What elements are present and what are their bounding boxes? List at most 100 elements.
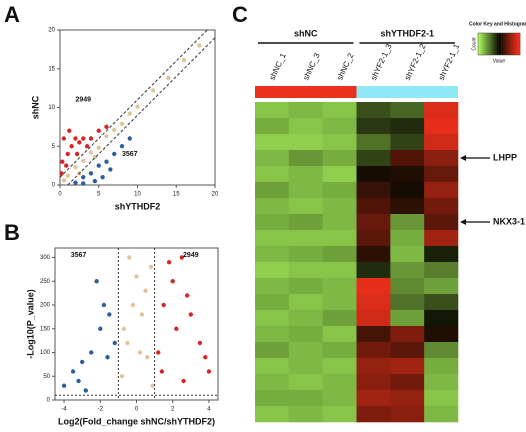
heatmap-cell	[424, 102, 459, 119]
heatmap-cell	[322, 246, 357, 263]
color-key-xlabel: Value	[493, 58, 506, 64]
point	[161, 302, 166, 308]
point	[70, 369, 76, 374]
heatmap-cell	[390, 326, 425, 343]
point	[107, 312, 112, 317]
y-tick-label: 10	[48, 105, 55, 111]
heatmap-cell	[390, 262, 425, 279]
group-bar	[356, 86, 458, 98]
point	[92, 154, 98, 160]
heatmap-cell	[356, 166, 391, 183]
heatmap-cell	[390, 230, 425, 247]
y-tick-label: 5	[52, 144, 56, 150]
heatmap-cell	[322, 294, 357, 311]
heatmap-cell	[288, 134, 323, 151]
point	[130, 302, 136, 308]
point	[96, 145, 101, 150]
point	[119, 144, 125, 149]
x-tick-label: 4	[207, 407, 211, 413]
color-key-ylabel: Count	[471, 37, 477, 51]
point	[96, 163, 101, 168]
heatmap-cell	[288, 278, 323, 295]
point	[127, 111, 132, 116]
color-key-swatch	[494, 33, 498, 55]
heatmap-cell	[424, 182, 459, 199]
point	[76, 378, 81, 384]
x-tick-label: 15	[173, 192, 180, 198]
heatmap-cell	[390, 214, 425, 231]
heatmap-cell	[356, 182, 391, 199]
column-label: shNC_3	[301, 51, 322, 81]
point	[61, 178, 67, 183]
heatmap-cell	[424, 390, 459, 407]
x-tick-label: 10	[134, 192, 141, 198]
heatmap-cell	[390, 102, 425, 119]
column-label: shYF2-1_3	[369, 42, 394, 82]
heatmap-cell	[255, 118, 290, 135]
x-tick-label: 2	[171, 407, 175, 413]
y-tick-label: 300	[40, 255, 51, 261]
reference-line	[67, 37, 216, 186]
heatmap-cell	[356, 358, 391, 375]
heatmap-cell	[322, 166, 357, 183]
column-label: shNC_1	[267, 51, 288, 81]
heatmap-cell	[322, 230, 357, 247]
point	[81, 136, 86, 141]
y-tick-label: 250	[40, 279, 51, 285]
group-bar	[255, 86, 357, 98]
color-key-swatch	[517, 33, 521, 55]
heatmap-cell	[322, 134, 357, 151]
point	[96, 128, 101, 133]
heatmap-cell	[288, 294, 323, 311]
heatmap-cell	[356, 198, 391, 215]
heatmap-cell	[288, 406, 323, 423]
color-key-swatch	[507, 33, 510, 55]
point	[150, 88, 156, 93]
point	[104, 124, 109, 130]
point	[112, 151, 117, 157]
heatmap-cell	[356, 342, 391, 359]
point	[65, 173, 70, 178]
color-key-swatch	[515, 33, 519, 55]
point	[166, 260, 172, 265]
heatmap-cell	[390, 246, 425, 263]
plot-frame	[54, 247, 219, 401]
heatmap-cell	[424, 230, 459, 247]
point	[77, 140, 82, 145]
point	[84, 144, 90, 149]
point	[125, 340, 130, 346]
point	[108, 167, 113, 172]
point	[65, 151, 70, 157]
point	[127, 136, 132, 141]
panel-letter: B	[4, 220, 20, 245]
heatmap-cell	[390, 374, 425, 391]
heatmap-cell	[424, 198, 459, 215]
heatmap-cell	[356, 230, 391, 247]
point	[60, 159, 65, 164]
point	[185, 293, 190, 298]
point	[112, 340, 117, 346]
point	[148, 264, 154, 270]
point	[83, 388, 88, 393]
heatmap-cell	[255, 358, 290, 375]
point	[81, 181, 86, 186]
heatmap-cell	[288, 102, 323, 119]
heatmap-cell	[424, 166, 459, 183]
point	[67, 128, 72, 133]
color-key-swatch	[478, 33, 481, 55]
point	[74, 151, 80, 157]
y-axis-label: shNC	[30, 95, 40, 119]
heatmap-cell	[255, 262, 290, 279]
point	[159, 369, 165, 374]
color-key-swatch	[505, 33, 508, 55]
y-tick-label: 50	[43, 374, 50, 380]
heatmap-cell	[255, 182, 290, 199]
heatmap-cell	[288, 214, 323, 231]
heatmap-cell	[424, 374, 459, 391]
color-key-swatch	[509, 33, 512, 55]
heatmap-cell	[356, 262, 391, 279]
heatmap-cell	[390, 406, 425, 423]
group-label: shNC	[294, 28, 318, 38]
heatmap-cell	[288, 150, 323, 167]
